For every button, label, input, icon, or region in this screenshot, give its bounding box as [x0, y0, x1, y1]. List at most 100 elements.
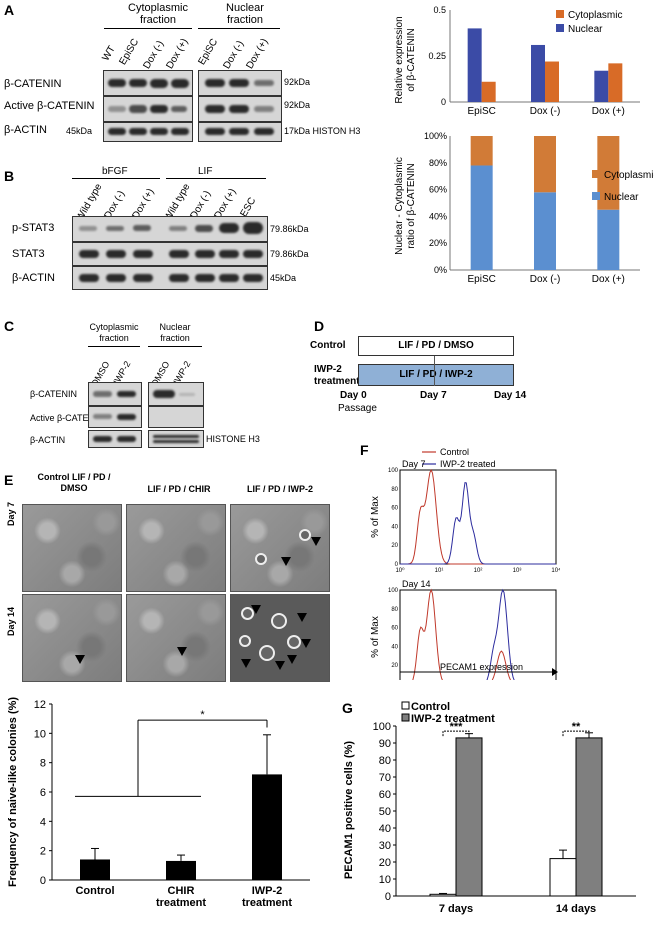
micrograph-chir-d7 [126, 504, 226, 592]
y-axis-label: Nuclear - Cytoplasmic [394, 157, 405, 255]
passage-label: Passage [338, 403, 377, 414]
bar [166, 860, 196, 880]
bar [608, 63, 623, 102]
control-timeline-text: LIF / PD / DMSO [398, 340, 474, 351]
blot-c-nuc-bcat [148, 382, 204, 406]
tick-label: 10¹ [435, 568, 444, 574]
legend-label: Control [440, 447, 469, 457]
plot-frame [399, 589, 557, 680]
mw-label: 92kDa [284, 77, 311, 87]
tick-label: 20 [391, 543, 398, 549]
y-axis-label: % of Max [370, 616, 381, 658]
tick-label: 6 [40, 787, 46, 799]
control-label: Control [310, 340, 346, 351]
sig-star: ** [572, 721, 581, 733]
tick-label: 0 [395, 562, 399, 568]
mw-label: 79.86kDa [270, 249, 309, 259]
lane-label: WT [100, 44, 118, 63]
mw-label: 17kDa HISTON H3 [284, 126, 361, 136]
nuc-fraction-label: Nuclear fraction [226, 2, 264, 26]
tick-label: 60% [429, 185, 447, 195]
legend-swatch [556, 10, 564, 18]
nuc-fraction-label: Nuclear fraction [159, 322, 191, 343]
tick-label: 20 [379, 857, 391, 869]
arrowhead-icon [297, 613, 307, 622]
bar [545, 61, 559, 102]
iwp2-label: IWP-2 treatment [314, 364, 360, 387]
blot-c-nuc-histone [148, 430, 204, 448]
category-label: 14 days [556, 903, 596, 915]
blot-a-nuc-bcat [198, 70, 282, 96]
row-label: Day 14 [6, 606, 16, 636]
row-label: p-STAT3 [12, 222, 55, 234]
tick-label: 40 [391, 644, 398, 650]
category-label: CHIR [168, 885, 195, 897]
category-label: Dox (+) [592, 106, 625, 117]
tick-label: 100% [424, 131, 447, 141]
tick-label: 80 [391, 607, 398, 613]
tick-label: 50 [379, 806, 391, 818]
tick-label: Day 7 [420, 390, 447, 401]
arrowhead-icon [241, 659, 251, 668]
iwp2-timeline-text: LIF / PD / IWP-2 [399, 369, 473, 380]
chart-a-top: 0 0.25 0.5 EpiSC Dox (-) Dox (+) Relative expr… [394, 5, 640, 117]
panel-label-a: A [4, 2, 15, 18]
tick-label: 100 [388, 588, 399, 594]
tick-label: 40% [429, 211, 447, 221]
legend-swatch [592, 170, 600, 178]
tick-label: 0% [434, 265, 447, 275]
panel-label-c: C [4, 318, 15, 334]
tick-label: 10³ [513, 568, 522, 574]
legend-swatch [401, 713, 410, 722]
tick-label: 100 [373, 721, 391, 733]
stacked-bar [534, 136, 556, 193]
arrowhead-icon [275, 661, 285, 670]
mw-label: 45kDa [270, 273, 297, 283]
tick-label: 4 [40, 816, 46, 828]
y-axis-label: Relative expression [394, 16, 405, 103]
tick-label: 10 [379, 874, 391, 886]
bar [575, 737, 603, 897]
bar [467, 28, 482, 102]
control-histogram [412, 588, 512, 680]
stacked-bar [470, 136, 493, 166]
treated-histogram [400, 481, 556, 565]
sig-star: * [200, 709, 205, 721]
tick-label: 0 [385, 891, 391, 903]
col-title: LIF / PD / IWP-2 [246, 484, 313, 494]
lane-label: Dox (-) [221, 39, 247, 71]
legend-label: Control [411, 701, 450, 713]
lane-label: EpiSC [117, 36, 142, 67]
stacked-bar [597, 136, 620, 210]
tick-label: 60 [391, 506, 398, 512]
tick-label: 60 [391, 626, 398, 632]
tick-label: 2 [40, 846, 46, 858]
legend-swatch [401, 701, 410, 710]
category-label: EpiSC [467, 106, 495, 117]
group-label: LIF [198, 166, 213, 177]
category-label: treatment [242, 897, 292, 909]
day7-divider [434, 356, 435, 386]
tick-label: 80 [391, 487, 398, 493]
row-label: Day 7 [6, 501, 16, 526]
mw-label: 45kDa [66, 126, 93, 136]
tick-label: 10⁰ [395, 567, 405, 574]
bfgf-bracket [72, 178, 160, 179]
control-timeline-bar: LIF / PD / DMSO [358, 336, 514, 356]
lane-label: Dox (-) [141, 39, 167, 71]
chart-a-bottom: 0% 20% 40% 60% 80% 100% EpiSC Dox (-) Dox (+) Nuc… [394, 131, 654, 285]
arrowhead-icon [251, 605, 261, 614]
legend-label: Nuclear [568, 24, 603, 35]
group-label: bFGF [102, 166, 128, 177]
arrowhead-icon [75, 655, 85, 664]
blot-b-actin [72, 266, 268, 290]
y-axis-label: % of Max [370, 496, 381, 538]
tick-label: 30 [379, 840, 391, 852]
legend-label: IWP-2 treatment [411, 713, 495, 725]
cyto-fraction-label: Cytoplasmic fraction [89, 322, 139, 343]
tick-label: 70 [379, 772, 391, 784]
lane-label: EpiSC [196, 36, 221, 67]
cyto-fraction-label: Cytoplasmic fraction [128, 2, 188, 26]
blot-c-cyto-active [88, 406, 142, 428]
